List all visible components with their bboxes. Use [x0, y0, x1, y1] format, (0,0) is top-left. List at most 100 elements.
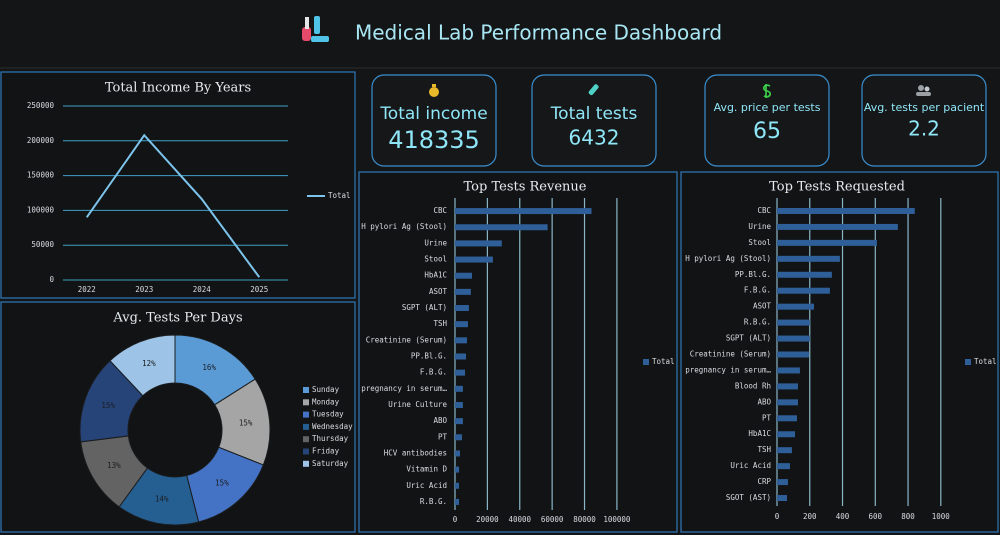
bar: [777, 239, 877, 246]
y-tick-label: PP.Bl.G.: [411, 352, 447, 361]
y-tick-label: SGPT (ALT): [402, 303, 447, 312]
x-tick-label: 100000: [603, 515, 631, 524]
bar: [455, 272, 472, 279]
panel: [0, 71, 356, 299]
panel: [358, 171, 678, 533]
y-tick-label: ABO: [433, 416, 447, 425]
y-tick-label: Urine: [748, 222, 771, 231]
legend-swatch: [303, 399, 309, 406]
kpi-icon: [588, 84, 599, 96]
x-tick-label: 200: [803, 512, 817, 521]
legend-label: Sunday: [312, 385, 340, 394]
chart-title: Top Tests Revenue: [464, 180, 587, 195]
legend-label: Monday: [312, 397, 340, 406]
legend-label: Total: [974, 357, 997, 366]
y-tick-label: ABO: [757, 397, 771, 406]
y-tick-label: Stool: [748, 238, 771, 247]
y-tick-label: HbA1C: [748, 429, 771, 438]
y-tick-label: 250000: [27, 101, 55, 110]
x-tick-label: 800: [901, 512, 915, 521]
legend-label: Saturday: [312, 459, 349, 468]
kpi-value: 2.2: [908, 117, 940, 141]
y-tick-label: R.B.G.: [744, 318, 771, 327]
bar: [455, 401, 463, 408]
bar: [455, 305, 469, 312]
kpi-label: Total income: [379, 104, 487, 124]
y-tick-label: Stool: [424, 255, 447, 264]
dashboard-title: Medical Lab Performance Dashboard: [355, 21, 722, 45]
kpi-card: [531, 74, 657, 167]
bar: [777, 255, 840, 262]
legend-label: Tuesday: [312, 410, 344, 419]
bar: [777, 399, 798, 406]
kpi-label: Avg. tests per pacient: [864, 101, 985, 114]
legend-swatch: [303, 423, 309, 430]
y-tick-label: Vitamin D: [406, 465, 447, 474]
legend-swatch: [965, 359, 971, 365]
x-tick-label: 80000: [573, 515, 596, 524]
y-tick-label: TSH: [433, 319, 447, 328]
data-label: 15%: [101, 401, 115, 410]
x-tick-label: 60000: [541, 515, 564, 524]
y-tick-label: PT: [438, 432, 448, 441]
data-label: 14%: [155, 495, 169, 504]
y-tick-label: SGOT (AST): [726, 493, 771, 502]
legend-label: Total: [652, 357, 675, 366]
legend-label: Friday: [312, 447, 340, 456]
x-tick-label: 20000: [476, 515, 499, 524]
legend-label: Thursday: [312, 434, 349, 443]
data-label: 15%: [239, 418, 253, 427]
donut-slice: [109, 334, 176, 397]
chart-title: Avg. Tests Per Days: [112, 311, 242, 326]
legend-swatch: [303, 460, 309, 467]
x-tick-label: 40000: [508, 515, 531, 524]
bar: [455, 369, 466, 376]
legend-swatch: [303, 387, 309, 393]
bar: [455, 498, 460, 505]
kpi-card: [704, 74, 830, 167]
bar: [777, 287, 830, 294]
data-label: 16%: [202, 363, 216, 372]
bar: [777, 335, 810, 342]
bar: [777, 271, 832, 278]
bar: [455, 321, 468, 328]
y-tick-label: 50000: [31, 240, 54, 249]
x-tick-label: 2023: [135, 285, 153, 294]
header-icon: [302, 16, 329, 42]
y-tick-label: HbA1C: [424, 271, 447, 280]
y-tick-label: Creatinine (Serum): [366, 335, 447, 344]
y-tick-label: ASOT: [753, 302, 772, 311]
x-tick-label: 0: [453, 515, 458, 524]
y-tick-label: Urine: [424, 238, 447, 247]
bar: [777, 447, 792, 454]
y-tick-label: pregnancy in serum…: [361, 384, 447, 393]
bar: [455, 482, 460, 489]
y-tick-label: 100000: [27, 205, 55, 214]
bar: [777, 223, 898, 230]
x-tick-label: 400: [836, 512, 850, 521]
line-series: [85, 133, 261, 278]
bar: [455, 288, 471, 295]
bar: [455, 256, 493, 263]
bar: [455, 385, 463, 392]
panel: [680, 171, 999, 533]
y-tick-label: TSH: [757, 445, 771, 454]
chart-title: Total Income By Years: [105, 81, 251, 96]
kpi-value: 65: [753, 119, 781, 144]
y-tick-label: pregnancy in serum…: [685, 365, 771, 374]
y-tick-label: H pylori Ag (Stool): [361, 222, 447, 231]
bar: [777, 479, 788, 486]
y-tick-label: 150000: [27, 171, 55, 180]
bar: [777, 431, 796, 438]
y-tick-label: 0: [49, 275, 54, 284]
y-tick-label: Urine Culture: [388, 400, 447, 409]
kpi-icon: [763, 84, 771, 98]
y-tick-label: PP.Bl.G.: [735, 270, 771, 279]
y-tick-label: CBC: [433, 206, 447, 215]
y-tick-label: R.B.G.: [420, 497, 447, 506]
bar: [777, 495, 787, 502]
legend-label: Wednesday: [312, 422, 353, 431]
y-tick-label: F.B.G.: [420, 368, 447, 377]
kpi-card: [371, 74, 497, 167]
legend-swatch: [303, 411, 309, 418]
